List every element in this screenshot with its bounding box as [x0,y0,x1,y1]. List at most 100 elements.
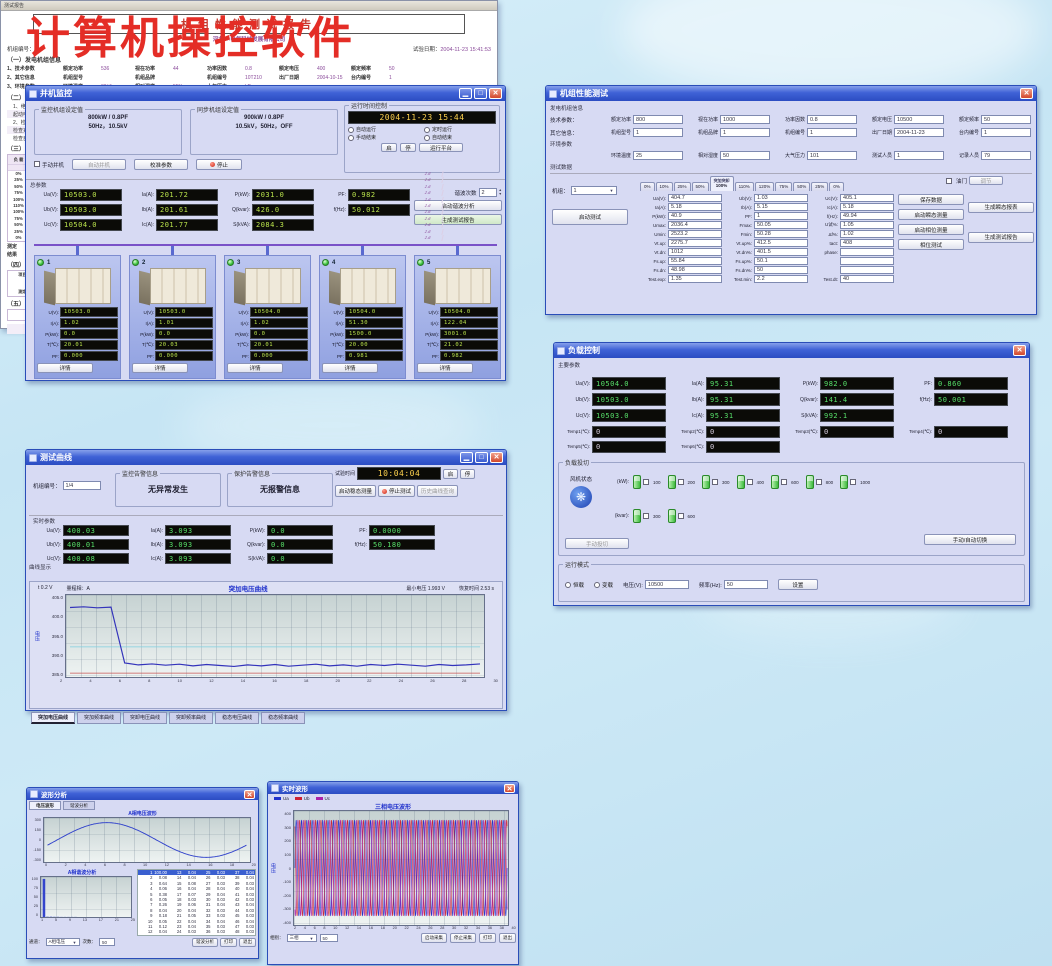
load-step-toggle[interactable]: 800 [805,475,833,489]
titlebar[interactable]: 并机监控 ▁ □ ✕ [26,86,505,101]
close-button[interactable]: ✕ [1013,345,1026,356]
harmonic-order-input[interactable]: 2 [478,188,497,197]
frequency-input[interactable]: 50 [723,580,768,589]
field-input[interactable]: 50 [720,151,770,160]
field-input[interactable]: 48.98 [668,266,722,274]
close-button[interactable]: ✕ [489,88,502,99]
waveform-tab[interactable]: 电压波形 [29,801,61,810]
stop-test-button[interactable]: 停止测试 [378,485,416,497]
mode-radio-constant[interactable]: 恒载 [565,581,584,589]
close-button[interactable]: ✕ [1020,88,1033,99]
end-button[interactable]: 停 [400,143,416,152]
unit-detail-button[interactable]: 详情 [227,363,283,373]
toggle-switch-icon[interactable] [702,475,711,489]
wave-action-button[interactable]: 启动采集 [421,933,447,943]
waveform-tab[interactable]: 谐波分析 [63,801,95,810]
minimize-button[interactable]: ▁ [460,452,473,463]
load-step-toggle[interactable]: 600 [771,475,799,489]
curve-type-tab[interactable]: 突加电压曲线 [31,712,76,724]
unit-number-input[interactable]: 1/4 [62,481,101,490]
field-input[interactable]: 55.84 [668,257,722,265]
run-mode-radio[interactable]: 手动结束 [348,134,420,141]
load-step-toggle[interactable]: 200 [667,475,695,489]
load-percent-tab[interactable]: 50% [691,182,709,191]
field-input[interactable]: 40.9 [668,212,722,220]
throttle-checkbox[interactable] [946,177,952,184]
run-platform-button[interactable]: 运行平台 [419,143,463,152]
field-input[interactable]: 50 [981,115,1031,124]
checkbox-icon[interactable] [815,479,822,485]
auto-parallel-button[interactable]: 自动并机 [72,159,127,170]
toggle-switch-icon[interactable] [771,475,780,489]
field-input[interactable]: 412.5 [754,239,808,247]
field-input[interactable]: 25 [633,151,683,160]
test-action-button[interactable]: 保存数据 [898,194,964,205]
field-input[interactable]: 2004-11-23 [894,128,944,137]
start-harmonic-button[interactable]: 启动谐波分析 [414,200,502,211]
order-input[interactable]: 50 [99,938,115,947]
load-step-toggle[interactable]: 1000 [840,475,870,489]
field-input[interactable]: 2.2 [754,275,808,283]
field-input[interactable]: 50.05 [754,221,808,229]
channel-select[interactable]: A相电压 ▼ [45,938,80,947]
field-input[interactable]: 2036.4 [668,221,722,229]
frequency-input[interactable]: 50 [319,934,338,942]
field-input[interactable]: 10500 [894,115,944,124]
field-input[interactable]: 405.1 [840,194,894,202]
field-input[interactable]: 0.8 [807,115,857,124]
throttle-adjust-button[interactable]: 调节 [969,176,1004,185]
checkbox-icon[interactable] [677,513,684,519]
start-steady-button[interactable]: 启动稳态测量 [335,485,377,497]
field-input[interactable]: 401.5 [754,248,808,256]
set-button[interactable]: 设置 [777,579,818,590]
clock-stop-button[interactable]: 停 [460,468,476,479]
field-input[interactable]: 800 [633,115,683,124]
field-input[interactable]: 1 [720,128,770,137]
stop-button[interactable]: 停止 [196,159,243,170]
titlebar[interactable]: 负载控制 ✕ [554,343,1029,358]
curve-type-tab[interactable]: 突加频率曲线 [77,712,122,724]
wave-action-button[interactable]: 退出 [499,933,516,943]
report-action-button[interactable]: 生成测试报告 [968,231,1034,243]
run-mode-radio[interactable]: 自动结束 [424,134,496,141]
checkbox-icon[interactable] [781,479,788,485]
field-input[interactable]: 79 [981,151,1031,160]
field-input[interactable]: 1 [981,128,1031,137]
field-input[interactable]: 1 [754,212,808,220]
curve-type-tab[interactable]: 稳态电压曲线 [215,712,260,724]
load-percent-tab[interactable]: 50% [793,182,811,191]
close-button[interactable]: ✕ [244,789,255,799]
load-percent-tab[interactable]: 110% [734,182,754,191]
field-input[interactable]: 5.18 [668,203,722,211]
load-percent-tab[interactable]: 75% [775,182,793,191]
report-action-button[interactable]: 生成瞬态报表 [968,201,1034,213]
load-percent-tab[interactable]: 120% [754,182,775,191]
field-input[interactable]: 1012 [668,248,722,256]
checkbox-icon[interactable] [850,479,857,485]
wave-action-button[interactable]: 打印 [479,933,496,943]
field-input[interactable]: 1 [807,128,857,137]
wave-action-button[interactable]: 谐波分析 [192,937,218,947]
manual-switch-button[interactable]: 手动投切 [565,538,629,549]
wave-action-button[interactable]: 打印 [220,937,237,947]
field-input[interactable] [840,266,894,274]
spinner-icon[interactable]: ▲ ▼ [498,188,502,196]
field-input[interactable]: 5.18 [840,203,894,211]
unit-detail-button[interactable]: 详情 [37,363,93,373]
field-input[interactable]: 1 [894,151,944,160]
titlebar[interactable]: 测试曲线 ▁ □ ✕ [26,450,506,465]
kvar-step-toggle[interactable]: 600 [667,509,695,523]
field-input[interactable]: 50 [754,266,808,274]
test-action-button[interactable]: 相位测试 [898,239,964,250]
kvar-step-toggle[interactable]: 300 [633,509,661,523]
manual-parallel-checkbox[interactable]: 手动并机 [34,160,64,169]
test-action-button[interactable]: 启动瞬态测量 [898,209,964,220]
checkbox-icon[interactable] [746,479,753,485]
toggle-switch-icon[interactable] [736,475,745,489]
wave-action-button[interactable]: 停止采集 [450,933,476,943]
history-query-button[interactable]: 历史曲线查询 [417,485,459,497]
checkbox-icon[interactable] [712,479,719,485]
titlebar[interactable]: 机组性能测试 ✕ [546,86,1036,101]
run-mode-radio[interactable]: 自动运行 [348,126,420,133]
test-action-button[interactable]: 启动相位测量 [898,224,964,235]
